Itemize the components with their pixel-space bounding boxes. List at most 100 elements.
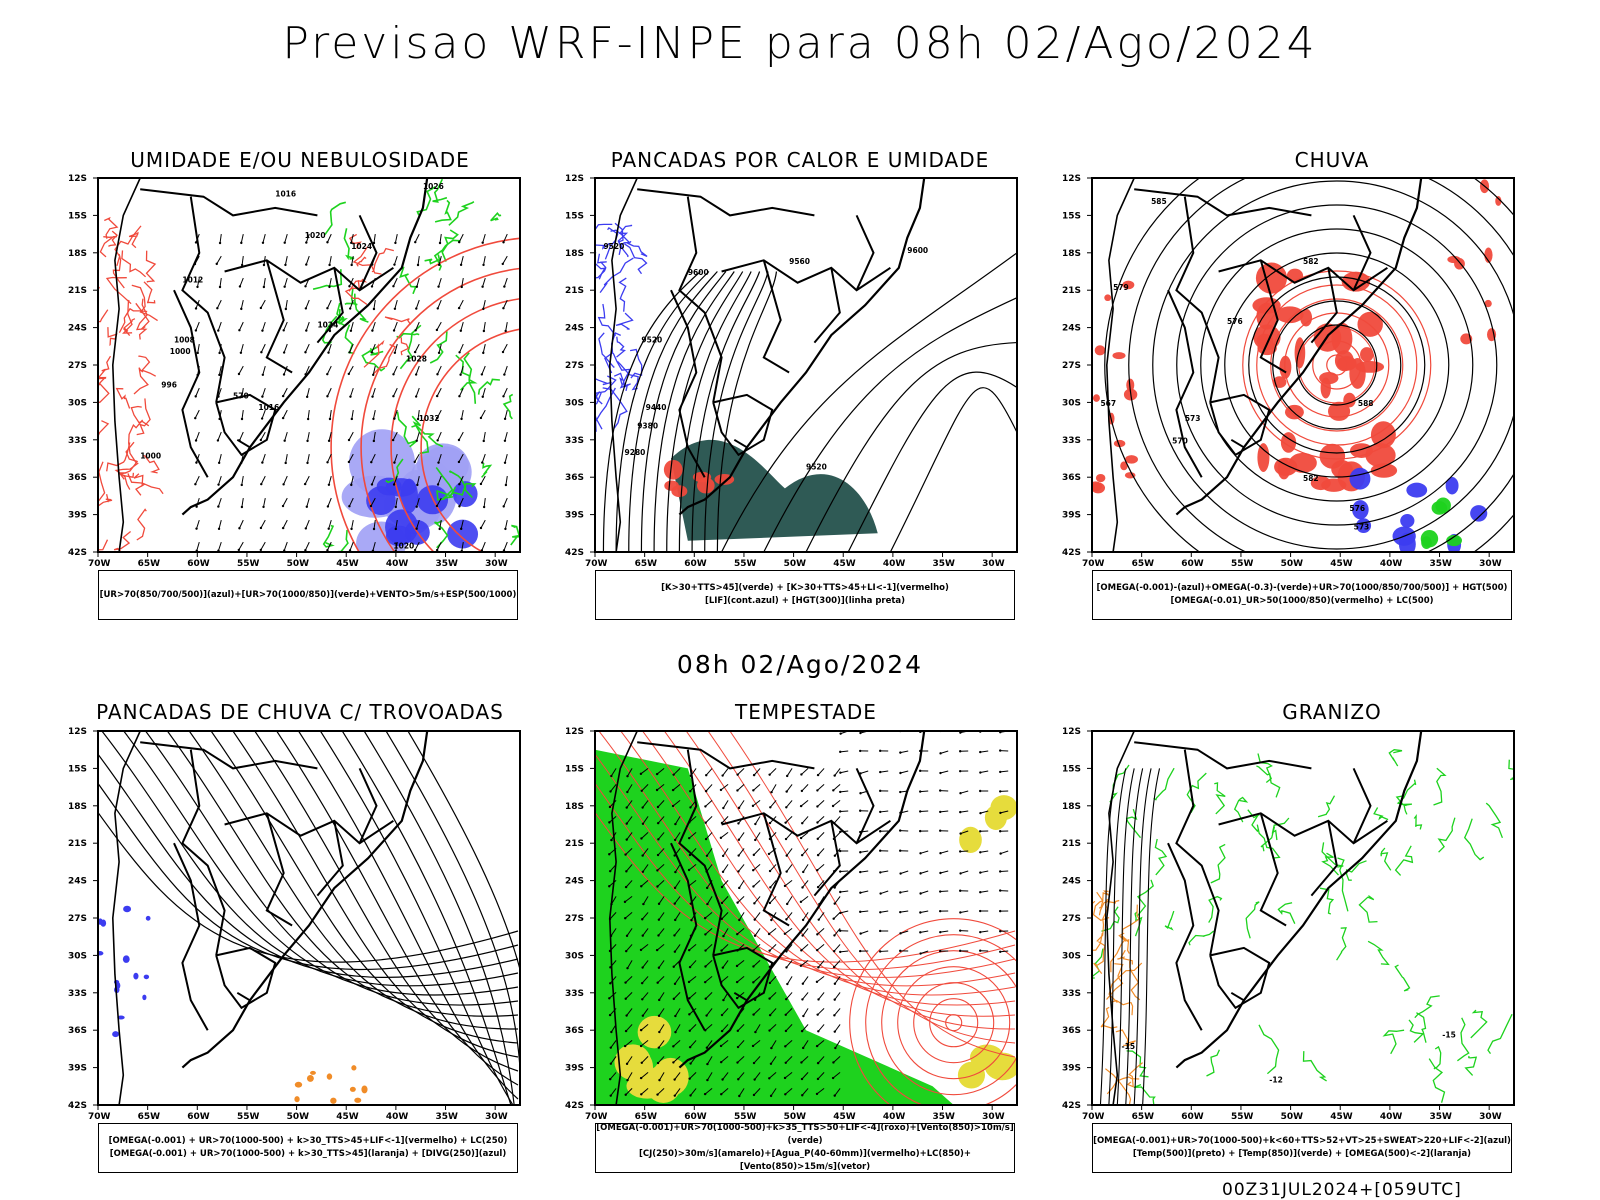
lon-tick-label: 35W bbox=[436, 1112, 459, 1122]
lat-tick-label: 30S bbox=[1062, 398, 1081, 408]
legend-line: [OMEGA(-0.01)_UR>50(1000/850)(vermelho) … bbox=[1170, 596, 1434, 606]
lat-tick-label: 18S bbox=[565, 249, 584, 259]
lat-tick-label: 42S bbox=[565, 548, 584, 558]
lat-tick-label: 36S bbox=[565, 473, 584, 483]
lon-tick-label: 35W bbox=[1430, 559, 1453, 569]
lat-tick-label: 36S bbox=[68, 473, 87, 483]
lon-tick-label: 40W bbox=[1380, 1112, 1403, 1122]
lat-tick-label: 12S bbox=[565, 174, 584, 184]
contour-label: 576 bbox=[1227, 317, 1243, 326]
lon-tick-label: 65W bbox=[1132, 559, 1155, 569]
lat-tick-label: 15S bbox=[565, 211, 584, 221]
lat-tick-label: 12S bbox=[1062, 727, 1081, 737]
lon-tick-label: 70W bbox=[585, 1112, 608, 1122]
lat-tick-label: 24S bbox=[565, 877, 584, 887]
lon-tick-label: 50W bbox=[1281, 1112, 1304, 1122]
lon-tick-label: 40W bbox=[883, 559, 906, 569]
lon-tick-label: 30W bbox=[1479, 559, 1502, 569]
lat-tick-label: 33S bbox=[1062, 989, 1081, 999]
lon-tick-label: 50W bbox=[784, 1112, 807, 1122]
lat-tick-label: 39S bbox=[565, 1064, 584, 1074]
lat-tick-label: 12S bbox=[68, 727, 87, 737]
forecast-map: -15 -15 -12 12S 15S 18S 21S 24S 27S 30S 33S 36S 39S 4… bbox=[1062, 727, 1515, 1122]
lat-tick-label: 27S bbox=[565, 914, 584, 924]
contour-label: 1024 bbox=[351, 242, 372, 251]
lon-tick-label: 65W bbox=[138, 1112, 161, 1122]
legend-line: [Temp(500)](preto) + [Temp(850)](verde) … bbox=[1132, 1149, 1472, 1159]
lon-tick-label: 55W bbox=[1231, 559, 1254, 569]
lon-tick-label: 45W bbox=[833, 559, 856, 569]
lat-tick-label: 21S bbox=[68, 839, 87, 849]
panel-legend: [OMEGA(-0.001) + UR>70(1000-500) + k>30_… bbox=[98, 1123, 518, 1173]
contour-label: 1020 bbox=[393, 541, 414, 550]
lon-tick-label: 30W bbox=[982, 559, 1005, 569]
lat-tick-label: 21S bbox=[68, 286, 87, 296]
lon-tick-label: 35W bbox=[933, 1112, 956, 1122]
contour-label: 1012 bbox=[182, 276, 203, 285]
lon-tick-label: 65W bbox=[1132, 1112, 1155, 1122]
contour-label: 9280 bbox=[625, 448, 646, 457]
lat-tick-label: 15S bbox=[68, 211, 87, 221]
panel-legend: [K>30+TTS>45](verde) + [K>30+TTS>45+LI<-… bbox=[595, 570, 1015, 620]
lon-tick-label: 60W bbox=[684, 559, 707, 569]
contour-label: 576 bbox=[1349, 504, 1365, 513]
lat-tick-label: 30S bbox=[68, 951, 87, 961]
lon-tick-label: 35W bbox=[436, 559, 459, 569]
contour-label: 1032 bbox=[419, 414, 440, 423]
lon-tick-label: 65W bbox=[635, 559, 658, 569]
lat-tick-label: 30S bbox=[68, 398, 87, 408]
lat-tick-label: 30S bbox=[565, 398, 584, 408]
lat-tick-label: 42S bbox=[1062, 1101, 1081, 1111]
contour-label: 573 bbox=[1185, 414, 1201, 423]
contour-label: 9380 bbox=[637, 422, 658, 431]
lat-tick-label: 42S bbox=[68, 548, 87, 558]
contour-label: 585 bbox=[1151, 197, 1167, 206]
lat-tick-label: 33S bbox=[565, 989, 584, 999]
lat-tick-label: 33S bbox=[1062, 436, 1081, 446]
panel-legend: [OMEGA(-0.001)+UR>70(1000-500)+k<60+TTS>… bbox=[1092, 1123, 1512, 1173]
lon-tick-label: 40W bbox=[883, 1112, 906, 1122]
contour-label: 1008 bbox=[174, 336, 195, 345]
lon-tick-label: 50W bbox=[1281, 559, 1304, 569]
contour-label: 9600 bbox=[907, 246, 928, 255]
lon-tick-label: 45W bbox=[336, 1112, 359, 1122]
contour-label: 1000 bbox=[140, 452, 161, 461]
contour-label: 1000 bbox=[170, 347, 191, 356]
lat-tick-label: 36S bbox=[1062, 1026, 1081, 1036]
lat-tick-label: 21S bbox=[565, 839, 584, 849]
lat-tick-label: 42S bbox=[1062, 548, 1081, 558]
lat-tick-label: 18S bbox=[68, 802, 87, 812]
model-run-stamp: 00Z31JUL2024+[059UTC] bbox=[1222, 1180, 1462, 1200]
lon-tick-label: 60W bbox=[187, 559, 210, 569]
contour-label: 9440 bbox=[646, 403, 667, 412]
lat-tick-label: 30S bbox=[565, 951, 584, 961]
lat-tick-label: 30S bbox=[1062, 951, 1081, 961]
contour-label: 579 bbox=[1113, 283, 1129, 292]
lon-tick-label: 70W bbox=[585, 559, 608, 569]
lat-tick-label: 24S bbox=[68, 324, 87, 334]
lon-tick-label: 35W bbox=[933, 559, 956, 569]
lat-tick-label: 24S bbox=[1062, 324, 1081, 334]
lon-tick-label: 30W bbox=[485, 559, 508, 569]
contour-label: 582 bbox=[1303, 474, 1319, 483]
lat-tick-label: 27S bbox=[1062, 361, 1081, 371]
panel-legend: [OMEGA(-0.001)-(azul)+OMEGA(-0.3)-(verde… bbox=[1092, 570, 1512, 620]
contour-label: -12 bbox=[1269, 1076, 1283, 1085]
legend-line: [OMEGA(-0.001)+UR>70(1000-500)+k<60+TTS>… bbox=[1093, 1136, 1511, 1146]
lat-tick-label: 27S bbox=[1062, 914, 1081, 924]
lon-tick-label: 50W bbox=[784, 559, 807, 569]
lat-tick-label: 15S bbox=[1062, 211, 1081, 221]
lon-tick-label: 50W bbox=[287, 1112, 310, 1122]
lon-tick-label: 30W bbox=[1479, 1112, 1502, 1122]
panel-title: PANCADAS DE CHUVA C/ TROVOADAS bbox=[96, 700, 504, 724]
lat-tick-label: 12S bbox=[565, 727, 584, 737]
legend-line: [CJ(250)>30m/s](amarelo)+[Agua_P(40-60mm… bbox=[638, 1149, 972, 1172]
lon-tick-label: 70W bbox=[88, 559, 111, 569]
contour-label: 996 bbox=[161, 380, 177, 389]
lon-tick-label: 60W bbox=[684, 1112, 707, 1122]
contour-label: 573 bbox=[1354, 523, 1370, 532]
contour-label: 1016 bbox=[275, 190, 296, 199]
lon-tick-label: 65W bbox=[635, 1112, 658, 1122]
lat-tick-label: 42S bbox=[565, 1101, 584, 1111]
